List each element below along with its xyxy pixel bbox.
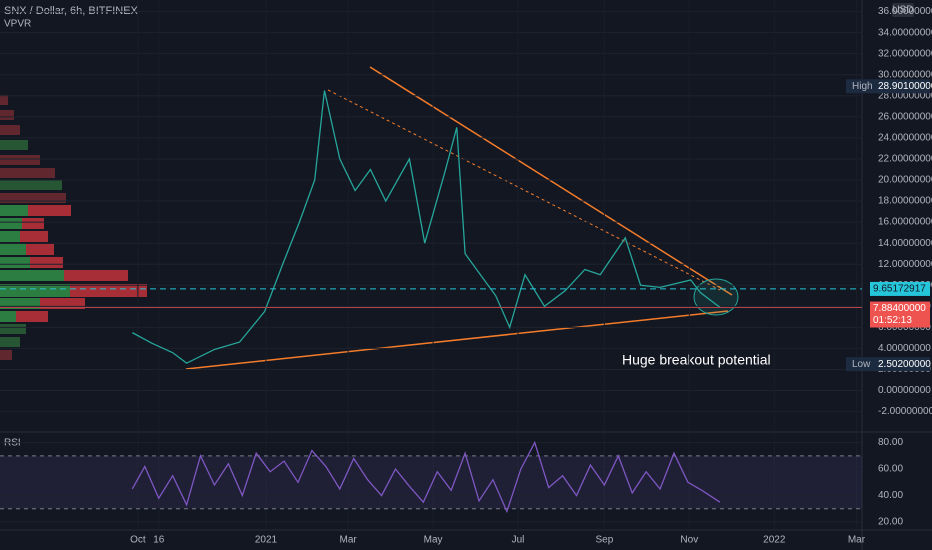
- vp-bar: [0, 244, 26, 255]
- y-tick-label: 32.00000000: [878, 48, 932, 59]
- last-price-badge: [870, 301, 930, 328]
- low-label: 2.50200000: [878, 359, 931, 370]
- vp-bar: [0, 257, 30, 268]
- y-tick-label: 18.00000000: [878, 196, 932, 207]
- vp-bar: [0, 284, 70, 297]
- low-name: Low: [852, 359, 871, 370]
- vp-bar: [0, 168, 55, 178]
- trendline-dotted: [327, 89, 721, 291]
- x-tick-label: Nov: [680, 535, 698, 546]
- vp-bar: [70, 284, 147, 297]
- annotation: Huge breakout potential: [622, 352, 771, 368]
- vp-bar: [0, 110, 14, 120]
- x-tick-label: 2022: [763, 535, 786, 546]
- vp-bar: [0, 205, 28, 216]
- y-tick-label: 22.00000000: [878, 154, 932, 165]
- low-badge: [846, 357, 930, 372]
- trendline-upper: [369, 66, 733, 296]
- vp-bar: [0, 298, 40, 309]
- trendline-lower: [185, 310, 729, 370]
- vp-bar: [0, 95, 8, 105]
- vp-bar: [64, 270, 128, 281]
- y-tick-label: 12.00000000: [878, 259, 932, 270]
- symbol-title: SNX / Dollar, 6h, BITFINEX: [4, 5, 139, 17]
- x-tick-label: Sep: [595, 535, 613, 546]
- x-tick-label: May: [424, 535, 443, 546]
- x-tick-label: Mar: [340, 535, 358, 546]
- y-tick-label: 40.00: [878, 490, 903, 501]
- x-tick-label: Oct: [130, 535, 146, 546]
- high-label: 28.90100000: [878, 81, 932, 92]
- y-tick-label: 4.00000000: [878, 343, 931, 354]
- vp-bar: [20, 231, 48, 242]
- countdown: 01:52:13: [873, 315, 912, 326]
- rsi-band: [0, 455, 862, 509]
- vp-bar: [30, 257, 63, 268]
- y-tick-label: 34.00000000: [878, 27, 932, 38]
- indicator-label: VPVR: [4, 19, 31, 30]
- high-badge: [846, 79, 930, 94]
- vp-bar: [26, 244, 54, 255]
- y-tick-label: 20.00: [878, 517, 903, 528]
- y-tick-label: 80.00: [878, 437, 903, 448]
- currency-badge: [892, 3, 914, 17]
- x-tick-label: Jul: [512, 535, 525, 546]
- vp-bar: [0, 311, 16, 322]
- vp-bar: [0, 350, 12, 360]
- volume-profile: [0, 95, 147, 360]
- level-label: 9.65172917: [873, 284, 926, 295]
- y-tick-label: 28.00000000: [878, 90, 932, 101]
- vp-bar: [0, 125, 20, 135]
- y-tick-label: 14.00000000: [878, 238, 932, 249]
- y-tick-label: 36.00000000: [878, 6, 932, 17]
- vp-bar: [28, 205, 71, 216]
- vp-bar: [0, 155, 40, 165]
- rsi-label: RSI: [4, 438, 21, 449]
- y-tick-label: 20.00000000: [878, 175, 932, 186]
- vp-bar: [22, 218, 44, 229]
- y-tick-label: -2.00000000: [878, 406, 932, 417]
- vp-bar: [0, 180, 62, 190]
- currency: USD: [892, 5, 913, 16]
- vp-bar: [0, 231, 20, 242]
- highlight-circle: [693, 278, 739, 316]
- vp-bar: [0, 324, 26, 334]
- vp-bar: [40, 298, 85, 309]
- x-tick-label: 2021: [255, 535, 278, 546]
- vp-bar: [0, 270, 64, 281]
- y-tick-label: 60.00: [878, 464, 903, 475]
- series-line: [131, 90, 721, 364]
- y-tick-label: 26.00000000: [878, 111, 932, 122]
- y-tick-label: 30.00000000: [878, 69, 932, 80]
- y-tick-label: 24.00000000: [878, 133, 932, 144]
- series-line: [131, 440, 721, 514]
- vp-bar: [0, 218, 22, 229]
- x-tick-label: Mar: [848, 535, 866, 546]
- x-tick-label: 16: [153, 535, 165, 546]
- vp-bar: [0, 193, 66, 203]
- high-name: High: [852, 81, 873, 92]
- vp-bar: [0, 337, 20, 347]
- vp-bar: [16, 311, 48, 322]
- y-tick-label: 0.00000000: [878, 385, 931, 396]
- last-price-label: 7.88400000: [873, 303, 926, 314]
- level-badge: [870, 281, 930, 296]
- vp-bar: [0, 140, 28, 150]
- y-tick-label: 16.00000000: [878, 217, 932, 228]
